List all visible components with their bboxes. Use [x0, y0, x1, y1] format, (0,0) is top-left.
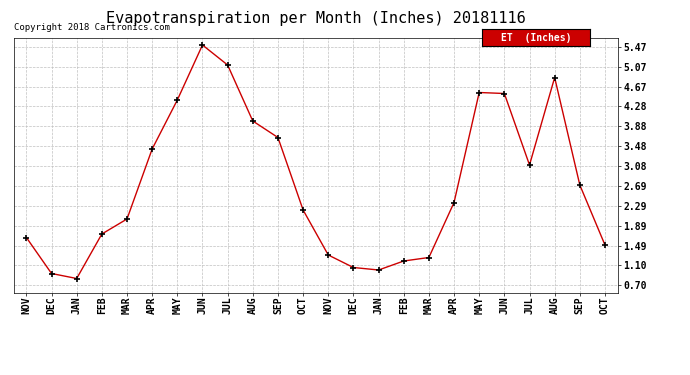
- Text: Copyright 2018 Cartronics.com: Copyright 2018 Cartronics.com: [14, 23, 170, 32]
- Title: Evapotranspiration per Month (Inches) 20181116: Evapotranspiration per Month (Inches) 20…: [106, 11, 526, 26]
